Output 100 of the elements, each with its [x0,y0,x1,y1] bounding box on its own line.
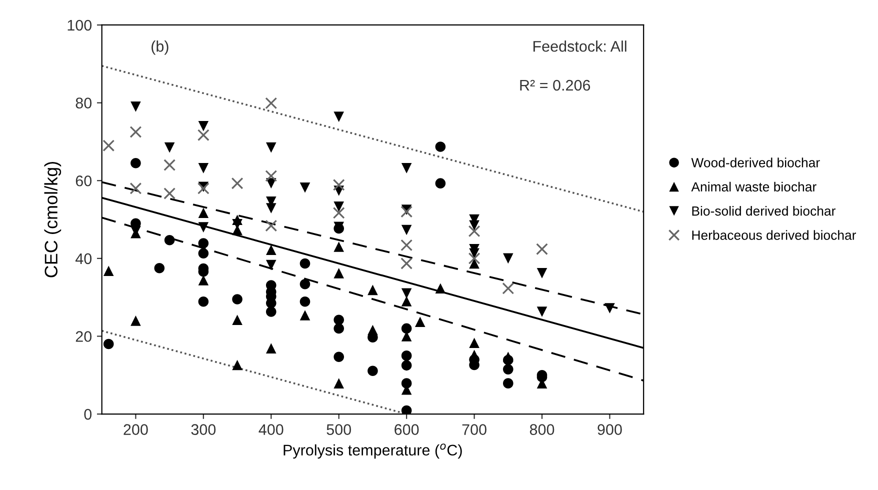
point [502,282,514,294]
x-tick-label: 200 [124,424,148,435]
point [102,140,115,152]
point [468,252,480,264]
point [197,129,210,142]
point [266,298,276,308]
x-tick-label: 300 [191,424,216,435]
point [414,316,426,327]
point [469,338,480,348]
point [232,294,242,304]
point [502,253,514,264]
x-axis-title: Pyrolysis temperature ($^{o}$C) [284,444,462,459]
point [401,360,412,371]
point [469,350,480,360]
point [130,182,142,194]
point [401,288,412,299]
point [334,242,344,252]
point [103,338,114,350]
point [368,366,378,376]
point [332,178,345,191]
y-tick-label: 40 [75,253,92,264]
point [130,102,141,112]
point [265,170,278,182]
point [197,182,210,194]
point [266,260,276,270]
point [435,142,446,152]
point [401,350,412,361]
point [231,177,244,190]
point [469,258,480,269]
x-tick-label: 900 [598,424,622,435]
point [435,178,446,188]
legend-label: Wood-derived biochar [691,158,820,168]
legend-label: Bio-solid derived biochar [692,206,836,216]
x-tick-label: 500 [326,424,351,435]
point [154,263,165,274]
point [468,225,480,238]
point [368,324,378,336]
legend-label: Animal waste biochar [691,182,816,192]
point [400,206,413,218]
point [266,142,276,153]
point [198,163,209,174]
y-tick-label: 100 [68,20,92,31]
point [266,306,276,317]
point [334,112,344,122]
point [232,360,242,370]
point [265,97,278,110]
point [401,163,412,174]
point [536,268,548,278]
point [334,268,344,278]
point [334,314,344,326]
point [502,352,514,362]
point [265,220,278,232]
x-tick-label: 600 [394,424,419,435]
point [400,258,413,270]
point [198,222,209,232]
point [198,120,209,132]
point [401,224,412,236]
point [368,284,378,296]
y-tick-label: 80 [76,98,92,108]
annotation: (b) [152,40,168,55]
point [198,275,209,286]
x-tick-label: 700 [462,424,486,435]
point [103,266,114,276]
point [300,310,310,320]
x-tick-label: 400 [258,424,284,435]
point [469,220,480,231]
point [266,203,276,214]
point [332,206,345,219]
y-tick-label: 20 [76,331,92,342]
point [400,239,413,252]
point [300,258,310,269]
point [469,248,480,259]
point [435,283,446,294]
point [334,378,344,388]
point [164,142,175,153]
annotation: R² = 0.206 [520,80,590,91]
point [130,316,141,326]
point [334,352,344,362]
point [164,159,176,172]
point [604,303,615,314]
point [266,244,276,256]
point [401,405,412,414]
point [536,243,548,256]
point [198,248,209,259]
point [300,278,310,290]
point [198,238,209,248]
point [164,234,175,246]
point [198,208,209,218]
annotation: Feedstock: All [533,40,626,52]
point [300,182,310,193]
legend-label: Herbaceous derived biochar [692,230,856,240]
y-tick-label: 60 [76,175,92,186]
y-axis-title: CEC (cmol/kg) [44,162,62,278]
point [266,343,276,354]
point [198,296,209,307]
y-tick-label: 0 [84,408,92,420]
point [401,296,412,306]
x-tick-label: 800 [530,424,554,435]
point [334,202,344,212]
point [300,296,310,307]
